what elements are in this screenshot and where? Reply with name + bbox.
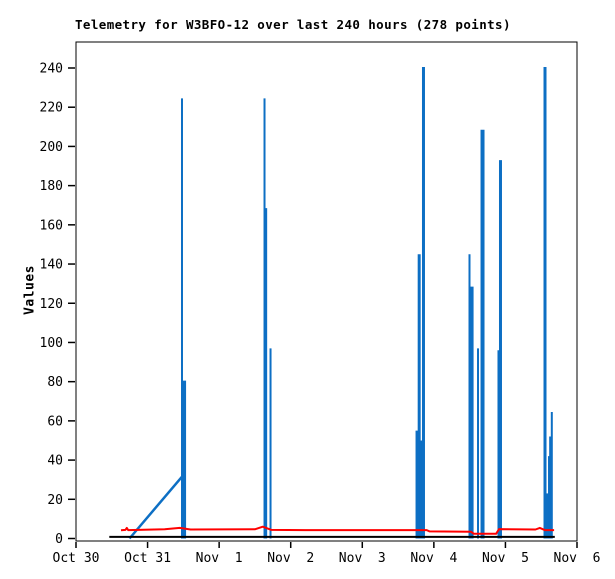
x-tick-label: Oct 30	[53, 551, 100, 566]
chart-title: Telemetry for W3BFO-12 over last 240 hou…	[75, 17, 511, 32]
x-tick-label: Nov 6	[554, 551, 601, 566]
axis-frame	[75, 41, 578, 542]
series-red-telemetry	[120, 525, 555, 535]
y-tick-label: 20	[47, 493, 63, 508]
x-tick-label: Nov 4	[410, 551, 457, 566]
y-tick-label: 80	[47, 375, 63, 390]
y-tick-label: 60	[47, 414, 63, 429]
y-tick-label: 0	[55, 532, 63, 547]
y-tick-label: 40	[47, 454, 63, 469]
y-tick-label: 140	[40, 258, 63, 273]
x-tick-label: Nov 3	[339, 551, 386, 566]
x-tick-label: Nov 5	[482, 551, 529, 566]
y-tick-label: 160	[40, 218, 63, 233]
x-tick-label: Oct 31	[124, 551, 171, 566]
y-tick-label: 200	[40, 140, 63, 155]
y-tick-label: 240	[40, 62, 63, 77]
y-tick-label: 180	[40, 179, 63, 194]
y-tick-label: 120	[40, 297, 63, 312]
y-tick-label: 100	[40, 336, 63, 351]
y-tick-label: 220	[40, 101, 63, 116]
x-tick-label: Nov 2	[267, 551, 314, 566]
x-tick-label: Nov 1	[196, 551, 243, 566]
series-blue-ramp	[128, 475, 183, 540]
y-axis-label: Values	[22, 265, 38, 315]
